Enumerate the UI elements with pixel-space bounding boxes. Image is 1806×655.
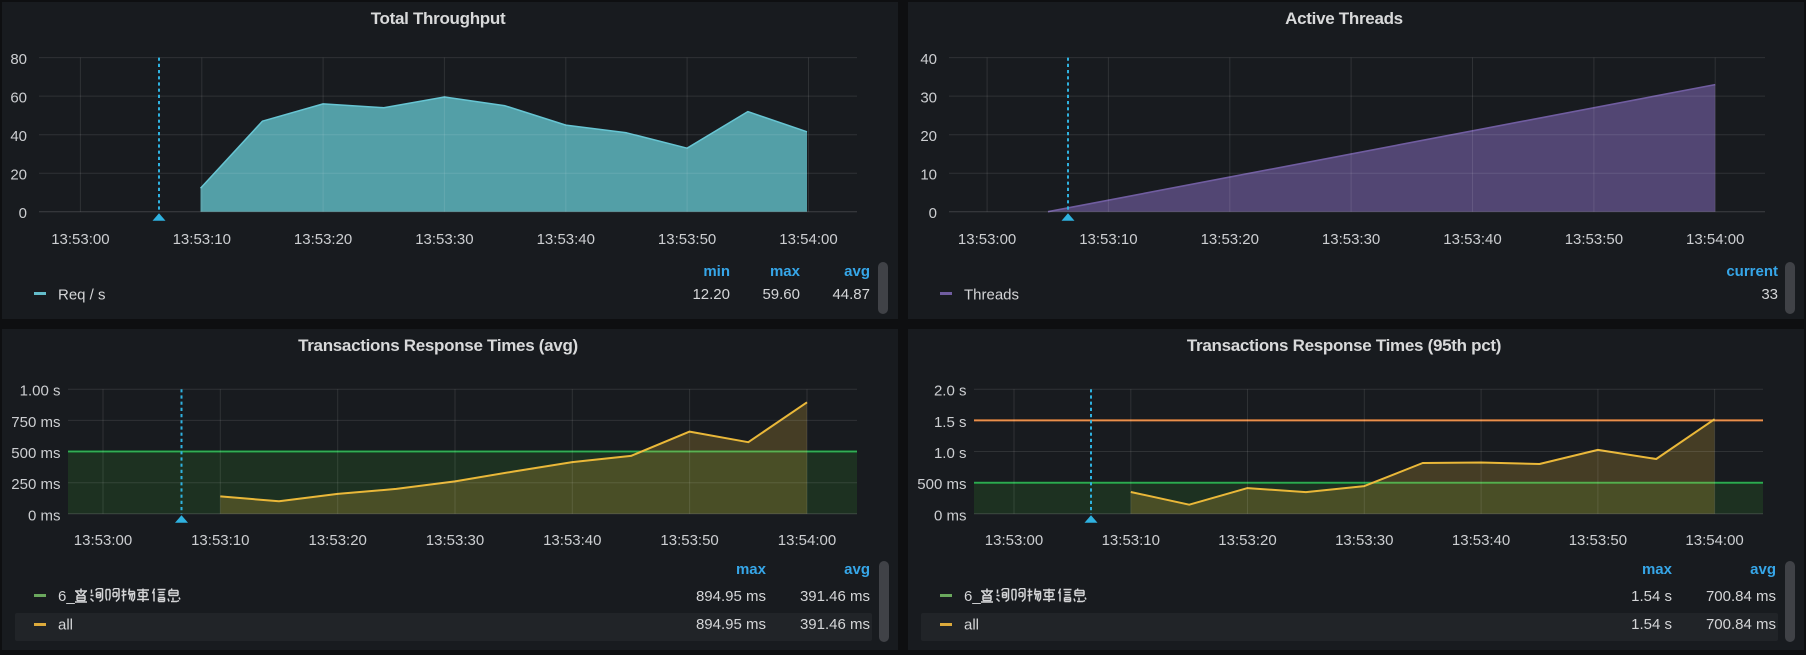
svg-text:13:53:00: 13:53:00 — [51, 231, 109, 248]
svg-text:13:53:10: 13:53:10 — [1102, 532, 1160, 549]
svg-text:0 ms: 0 ms — [28, 507, 61, 524]
svg-text:13:53:30: 13:53:30 — [426, 532, 484, 549]
svg-text:250 ms: 250 ms — [11, 476, 60, 493]
svg-text:13:53:20: 13:53:20 — [309, 532, 367, 549]
svg-text:0 ms: 0 ms — [934, 507, 967, 524]
svg-text:13:53:30: 13:53:30 — [415, 231, 473, 248]
svg-text:13:53:50: 13:53:50 — [658, 231, 716, 248]
svg-text:13:53:40: 13:53:40 — [543, 532, 601, 549]
svg-text:13:53:30: 13:53:30 — [1335, 532, 1393, 549]
svg-text:13:53:20: 13:53:20 — [1201, 231, 1259, 248]
svg-text:13:53:10: 13:53:10 — [1079, 231, 1137, 248]
svg-text:40: 40 — [10, 128, 27, 145]
svg-text:750 ms: 750 ms — [11, 414, 60, 431]
svg-text:80: 80 — [10, 51, 27, 68]
svg-text:13:54:00: 13:54:00 — [778, 532, 836, 549]
svg-text:13:53:50: 13:53:50 — [1565, 231, 1623, 248]
svg-text:13:53:10: 13:53:10 — [191, 532, 249, 549]
svg-text:13:53:40: 13:53:40 — [537, 231, 595, 248]
svg-text:1.0 s: 1.0 s — [934, 445, 967, 462]
svg-text:13:53:00: 13:53:00 — [985, 532, 1043, 549]
svg-text:13:53:00: 13:53:00 — [958, 231, 1016, 248]
svg-text:13:54:00: 13:54:00 — [1685, 532, 1743, 549]
svg-text:13:53:30: 13:53:30 — [1322, 231, 1380, 248]
svg-text:1.00 s: 1.00 s — [20, 383, 61, 400]
svg-text:13:53:40: 13:53:40 — [1452, 532, 1510, 549]
svg-text:13:53:40: 13:53:40 — [1443, 231, 1501, 248]
svg-text:13:53:10: 13:53:10 — [173, 231, 231, 248]
svg-text:0: 0 — [19, 205, 27, 222]
svg-text:20: 20 — [10, 167, 27, 184]
svg-text:13:54:00: 13:54:00 — [1686, 231, 1744, 248]
svg-text:0: 0 — [929, 205, 937, 222]
svg-text:10: 10 — [920, 167, 937, 184]
svg-text:500 ms: 500 ms — [917, 476, 966, 493]
svg-text:13:53:50: 13:53:50 — [1569, 532, 1627, 549]
svg-text:13:53:00: 13:53:00 — [74, 532, 132, 549]
svg-text:20: 20 — [920, 128, 937, 145]
svg-text:13:53:20: 13:53:20 — [294, 231, 352, 248]
svg-text:30: 30 — [920, 90, 937, 107]
svg-text:40: 40 — [920, 51, 937, 68]
svg-text:60: 60 — [10, 90, 27, 107]
svg-text:13:53:50: 13:53:50 — [660, 532, 718, 549]
svg-text:13:54:00: 13:54:00 — [779, 231, 837, 248]
svg-text:1.5 s: 1.5 s — [934, 414, 967, 431]
svg-text:2.0 s: 2.0 s — [934, 383, 967, 400]
svg-text:13:53:20: 13:53:20 — [1218, 532, 1276, 549]
svg-text:500 ms: 500 ms — [11, 445, 60, 462]
